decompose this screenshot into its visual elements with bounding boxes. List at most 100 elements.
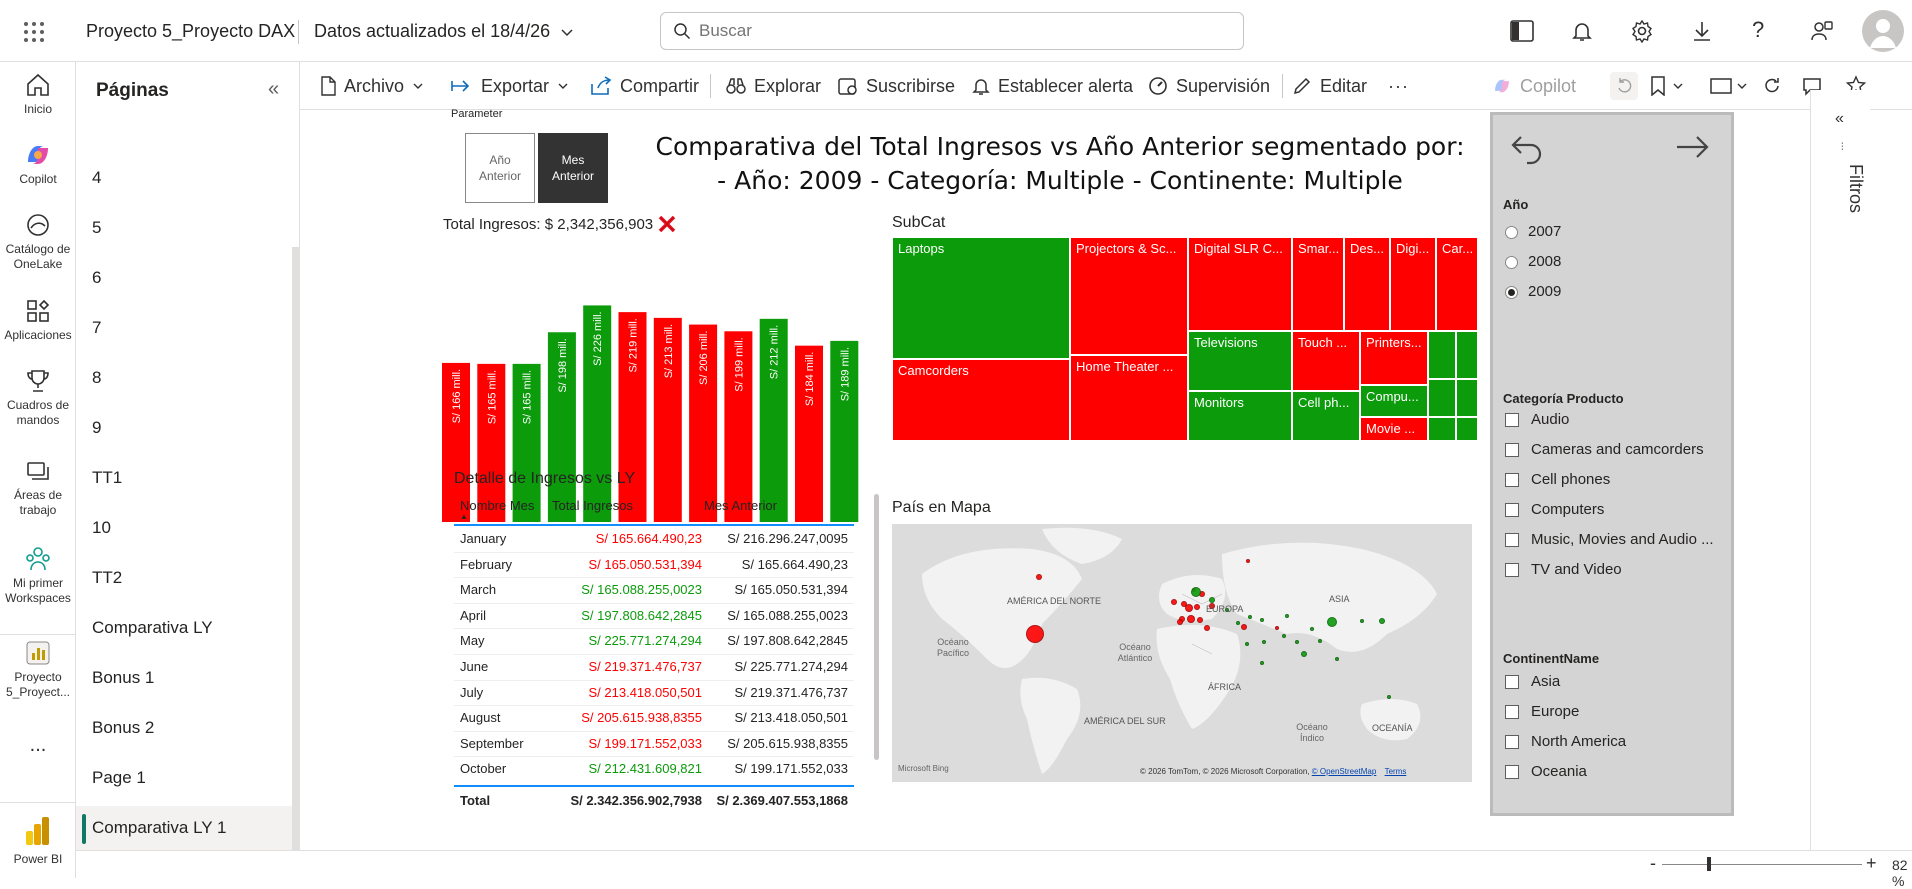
pages-scrollbar[interactable] (292, 247, 300, 850)
radio-button[interactable] (1505, 285, 1518, 299)
treemap-tile[interactable]: Car... (1436, 237, 1478, 331)
help-icon[interactable]: ? (1752, 17, 1765, 42)
parameter-option-ano-anterior[interactable]: Año Anterior (465, 133, 535, 203)
map-bubble[interactable] (1245, 642, 1249, 646)
osm-link[interactable]: © OpenStreetMap (1311, 767, 1377, 776)
table-row[interactable]: February S/ 165.050.531,394 S/ 165.664.490… (454, 551, 854, 577)
checkbox[interactable] (1505, 705, 1519, 720)
slicer-continent-option[interactable]: Europe (1505, 703, 1579, 720)
bar-may[interactable] (583, 305, 612, 522)
table-scrollbar[interactable] (874, 494, 879, 760)
column-header-mes[interactable]: Nombre Mes (460, 498, 535, 513)
page-item[interactable]: Page 1 (76, 756, 292, 802)
archivo-menu[interactable]: Archivo (320, 62, 424, 110)
pane-toggle-icon[interactable] (1510, 20, 1534, 47)
bar-january[interactable] (442, 362, 470, 522)
establecer-alerta-button[interactable]: Establecer alerta (972, 62, 1133, 110)
map-bubble[interactable] (1387, 695, 1391, 699)
map-bubble[interactable] (1204, 625, 1210, 631)
treemap-tile[interactable]: Compu... (1360, 385, 1428, 417)
slicer-category-option[interactable]: Cameras and camcorders (1505, 441, 1704, 458)
treemap-tile[interactable]: Projectors & Sc... (1070, 237, 1188, 355)
bar-june[interactable] (618, 312, 647, 522)
map-bubble[interactable] (1197, 617, 1203, 623)
page-item[interactable]: 10 (76, 506, 292, 552)
radio-button[interactable] (1505, 225, 1518, 239)
slicer-continent-option[interactable]: Asia (1505, 673, 1560, 690)
treemap-tile-small[interactable] (1428, 331, 1456, 379)
reset-icon[interactable] (1610, 72, 1638, 100)
map-bubble[interactable] (1275, 626, 1279, 630)
bar-july[interactable] (653, 317, 682, 522)
checkbox[interactable] (1505, 675, 1519, 690)
column-header-anterior[interactable]: Mes Anterior (704, 498, 777, 513)
treemap-tile[interactable]: Camcorders (892, 359, 1070, 441)
rail-item-apps[interactable]: Aplicaciones (0, 298, 76, 343)
map-bubble[interactable] (1248, 615, 1252, 619)
rail-item-my-workspace[interactable]: Mi primer Workspaces (0, 546, 76, 606)
map-bubble[interactable] (1246, 559, 1250, 563)
slicer-continent-option[interactable]: Oceania (1505, 763, 1587, 780)
map-bubble[interactable] (1360, 619, 1364, 623)
search-box[interactable] (660, 12, 1244, 50)
treemap-tile[interactable]: Monitors (1188, 391, 1292, 441)
page-item[interactable]: 7 (76, 306, 292, 352)
app-launcher-icon[interactable] (22, 20, 46, 49)
treemap-tile[interactable]: Digi... (1390, 237, 1436, 331)
power-bi-brand[interactable]: Power BI (0, 802, 76, 878)
supervision-button[interactable]: Supervisión (1148, 62, 1270, 110)
table-row[interactable]: April S/ 197.808.642,2845 S/ 165.088.255,0… (454, 602, 854, 628)
treemap-tile[interactable]: Movie ... (1360, 417, 1428, 441)
treemap-tile-small[interactable] (1456, 331, 1478, 379)
zoom-in-button[interactable]: + (1866, 853, 1877, 873)
map-bubble[interactable] (1295, 640, 1299, 644)
map-bubble[interactable] (1171, 599, 1177, 605)
treemap-tile[interactable]: Printers... (1360, 331, 1428, 385)
exportar-menu[interactable]: Exportar (451, 62, 569, 110)
search-input[interactable] (699, 21, 1219, 41)
table-row[interactable]: July S/ 213.418.050,501 S/ 219.371.476,737 (454, 679, 854, 705)
page-item[interactable]: 9 (76, 406, 292, 452)
table-row[interactable]: September S/ 199.171.552,033 S/ 205.615.93… (454, 730, 854, 756)
editar-button[interactable]: Editar (1292, 62, 1367, 110)
slicer-year-option[interactable]: 2009 (1505, 283, 1561, 300)
explorar-button[interactable]: Explorar (726, 62, 821, 110)
table-row[interactable]: January S/ 165.664.490,23 S/ 216.296.247,0… (454, 526, 854, 551)
table-row[interactable]: October S/ 212.431.609,821 S/ 199.171.552,… (454, 756, 854, 781)
filters-pane-collapsed[interactable]: « ⫶ Filtros (1810, 90, 1870, 850)
map-bubble[interactable] (1262, 640, 1266, 644)
map-bubble[interactable] (1301, 651, 1307, 657)
bar-october[interactable] (759, 318, 788, 522)
back-arrow-icon[interactable] (1509, 129, 1545, 165)
table-row[interactable]: August S/ 205.615.938,8355 S/ 213.418.050,… (454, 705, 854, 730)
map-bubble[interactable] (1335, 657, 1339, 661)
checkbox[interactable] (1505, 413, 1519, 428)
checkbox[interactable] (1505, 533, 1519, 548)
treemap-tile[interactable]: Digital SLR C... (1188, 237, 1292, 331)
bar-march[interactable] (512, 363, 541, 522)
rail-item-scorecards[interactable]: Cuadros de mandos (0, 368, 76, 428)
map-bubble[interactable] (1241, 624, 1247, 630)
treemap-tile[interactable]: Touch ... (1292, 331, 1360, 391)
gear-icon[interactable] (1630, 19, 1654, 48)
checkbox[interactable] (1505, 503, 1519, 518)
map-bubble[interactable] (1260, 661, 1264, 665)
checkbox[interactable] (1505, 473, 1519, 488)
bar-chart[interactable]: S/ 166 mill. S/ 165 mill. S/ 165 mill. S/ 1… (440, 250, 880, 530)
terms-link[interactable]: Terms (1384, 767, 1407, 776)
map-bubble[interactable] (1236, 621, 1240, 625)
page-item[interactable]: Bonus 1 (76, 656, 292, 702)
map-bubble[interactable] (1181, 601, 1187, 607)
rail-item-workspaces[interactable]: Áreas de trabajo (0, 458, 76, 518)
treemap-tile[interactable]: Televisions (1188, 331, 1292, 391)
treemap-tile-small[interactable] (1456, 417, 1478, 441)
rail-item-copilot[interactable]: Copilot (0, 142, 76, 187)
copilot-button[interactable]: Copilot (1492, 62, 1576, 110)
checkbox[interactable] (1505, 735, 1519, 750)
forward-arrow-icon[interactable] (1675, 131, 1711, 163)
data-updated-dropdown[interactable]: Datos actualizados el 18/4/26 (314, 21, 574, 42)
comment-icon[interactable] (1802, 76, 1822, 101)
bar-december[interactable] (830, 340, 859, 522)
page-item[interactable]: 6 (76, 256, 292, 302)
compartir-button[interactable]: Compartir (590, 62, 699, 110)
